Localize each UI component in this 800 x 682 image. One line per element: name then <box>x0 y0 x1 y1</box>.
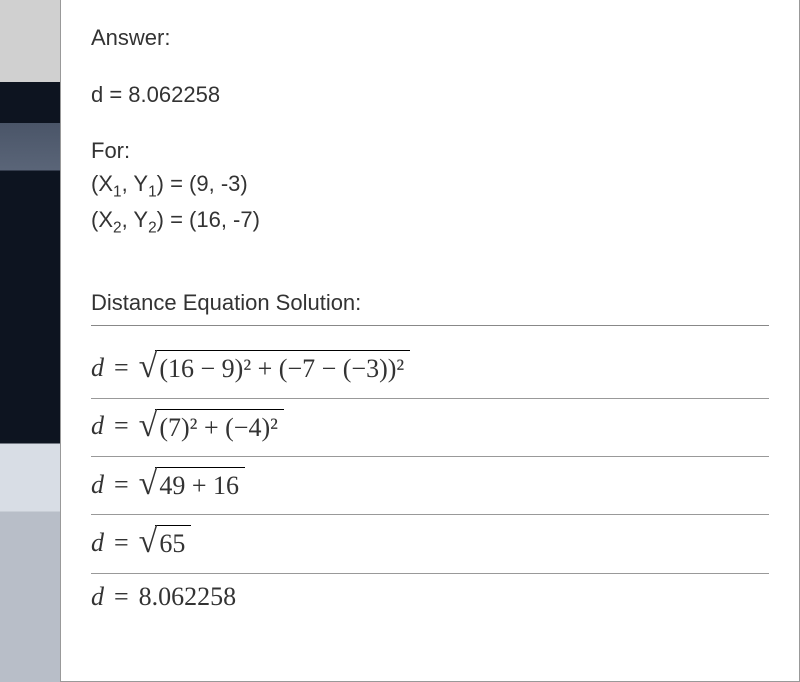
point2-sub-x: 2 <box>113 220 122 237</box>
point2-prefix: (X <box>91 207 113 232</box>
final-value: 8.062258 <box>139 582 237 612</box>
point2: (X2, Y2) = (16, -7) <box>91 206 769 238</box>
equation-step-2: d = √ (7)² + (−4)² <box>91 399 769 457</box>
answer-value: d = 8.062258 <box>91 81 769 110</box>
point1: (X1, Y1) = (9, -3) <box>91 170 769 202</box>
solution-card: Answer: d = 8.062258 For: (X1, Y1) = (9,… <box>60 0 800 682</box>
answer-label: Answer: <box>91 24 769 53</box>
sqrt-1: √ (16 − 9)² + (−7 − (−3))² <box>139 348 411 387</box>
sqrt-2: √ (7)² + (−4)² <box>139 407 284 446</box>
solution-label: Distance Equation Solution: <box>91 289 769 318</box>
radical-icon: √ <box>139 469 158 508</box>
point1-prefix: (X <box>91 171 113 196</box>
radical-icon: √ <box>139 352 158 391</box>
equation-step-1: d = √ (16 − 9)² + (−7 − (−3))² <box>91 340 769 398</box>
equals-sign: = <box>114 411 129 441</box>
var-d: d <box>91 582 104 612</box>
var-d: d <box>91 470 104 500</box>
equation-step-3: d = √ 49 + 16 <box>91 457 769 515</box>
sqrt-3: √ 49 + 16 <box>139 465 245 504</box>
point1-mid: , Y <box>122 171 149 196</box>
point2-tail: ) = (16, -7) <box>157 207 260 232</box>
divider <box>91 325 769 326</box>
point1-tail: ) = (9, -3) <box>157 171 248 196</box>
for-label: For: <box>91 137 769 166</box>
equals-sign: = <box>114 470 129 500</box>
radical-icon: √ <box>139 527 158 566</box>
background-strip <box>0 0 60 682</box>
equation-step-4: d = √ 65 <box>91 515 769 573</box>
radicand-1: (16 − 9)² + (−7 − (−3))² <box>155 350 410 387</box>
equation-step-5: d = 8.062258 <box>91 574 769 616</box>
radicand-4: 65 <box>155 525 191 562</box>
equals-sign: = <box>114 582 129 612</box>
radicand-3: 49 + 16 <box>155 467 245 504</box>
equals-sign: = <box>114 353 129 383</box>
equals-sign: = <box>114 528 129 558</box>
point2-sub-y: 2 <box>148 220 157 237</box>
var-d: d <box>91 528 104 558</box>
var-d: d <box>91 353 104 383</box>
point1-sub-x: 1 <box>113 183 122 200</box>
sqrt-4: √ 65 <box>139 523 192 562</box>
radicand-2: (7)² + (−4)² <box>155 409 284 446</box>
point2-mid: , Y <box>122 207 149 232</box>
point1-sub-y: 1 <box>148 183 157 200</box>
radical-icon: √ <box>139 411 158 450</box>
var-d: d <box>91 411 104 441</box>
